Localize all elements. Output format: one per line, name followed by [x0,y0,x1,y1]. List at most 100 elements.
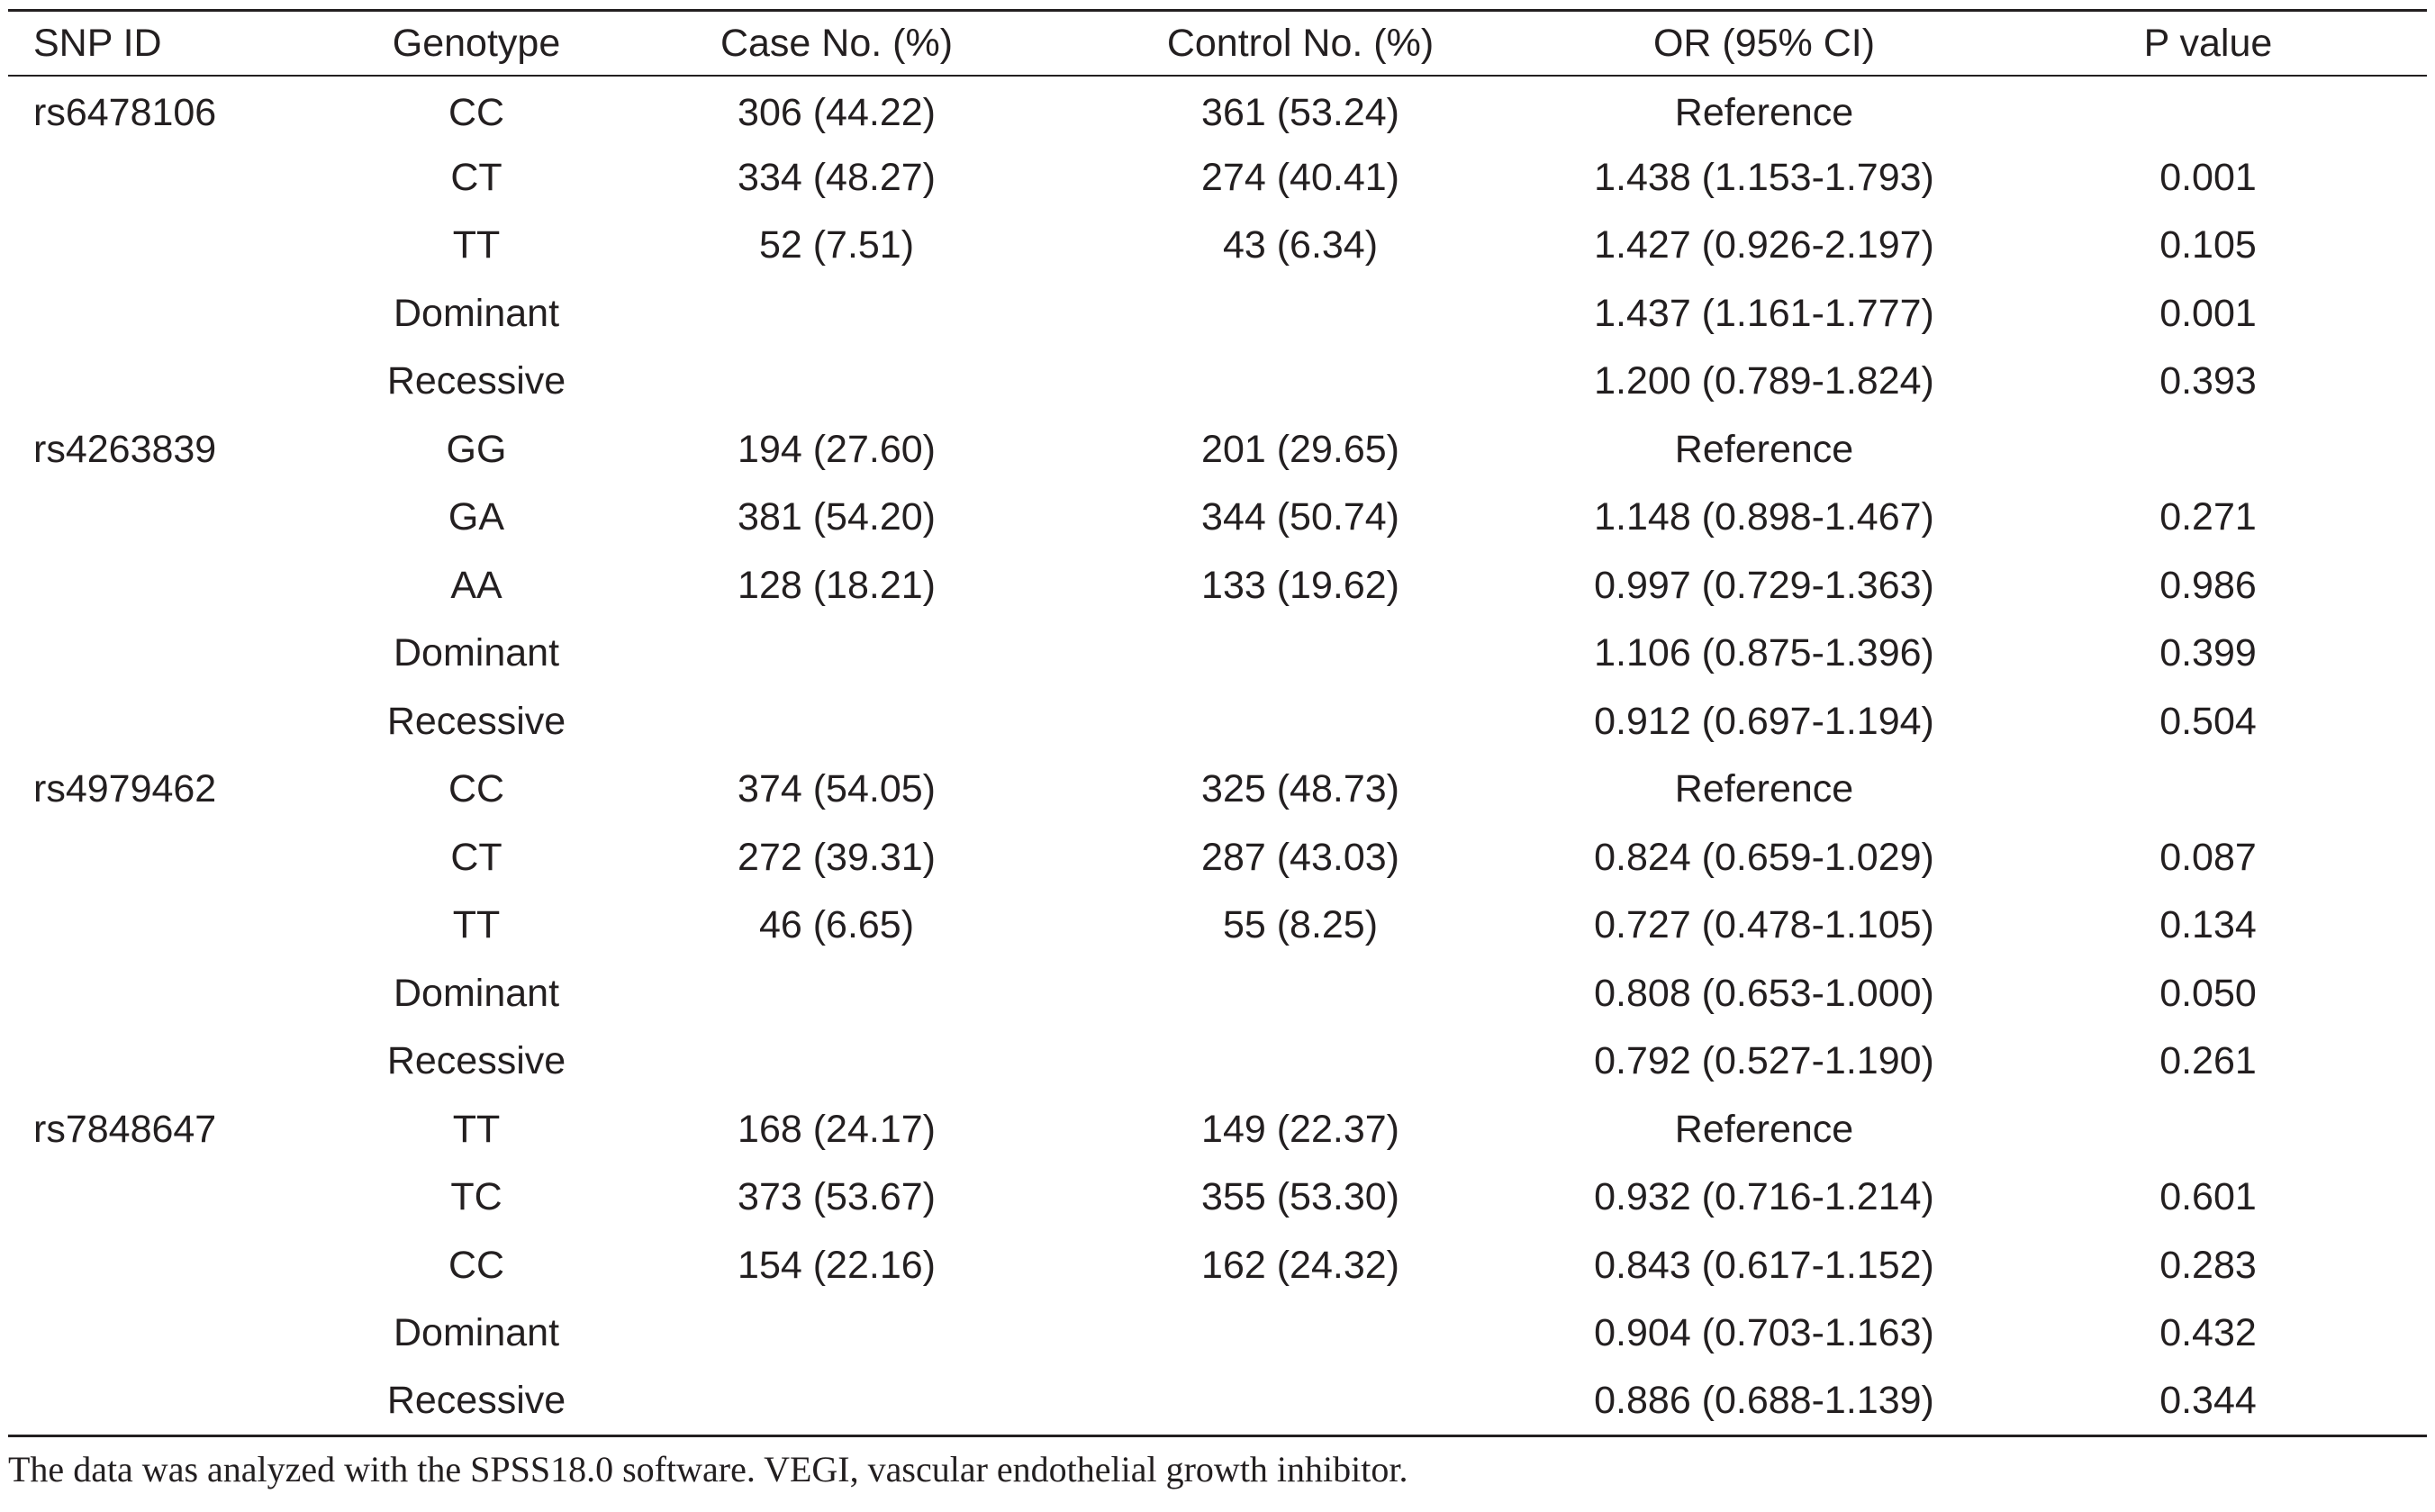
table-row: TT 52 (7.51) 43 (6.34) 1.427 (0.926-2.197) 0… [8,212,2427,280]
cell-genotype: Dominant [393,1311,560,1355]
cell-genotype: GA [448,495,505,539]
table-row: Dominant 0.808 (0.653-1.000) 0.050 [8,960,2427,1028]
cell-odds-ratio: 0.843 (0.617-1.152) [1594,1243,1934,1287]
cell-p-value [1989,76,2427,144]
cell-odds-ratio: 0.886 (0.688-1.139) [1594,1379,1934,1422]
cell-odds-ratio: 1.148 (0.898-1.467) [1594,495,1934,539]
cell-snp-id [8,1368,341,1436]
cell-control [1062,1299,1539,1368]
header-control: Control No. (%) [1166,21,1435,65]
cell-odds-ratio: Reference [1674,90,1854,134]
cell-control [1062,348,1539,416]
cell-control: 201 (29.65) [1201,427,1399,471]
cell-genotype: CC [448,90,505,134]
cell-case: 46 (6.65) [758,903,915,947]
cell-snp-id [8,280,341,349]
cell-genotype: CC [448,767,505,811]
cell-case [611,280,1062,349]
cell-odds-ratio: 0.808 (0.653-1.000) [1594,971,1934,1015]
table-row: Dominant 1.106 (0.875-1.396) 0.399 [8,620,2427,688]
cell-p-value [1989,756,2427,824]
cell-genotype: TC [450,1175,502,1219]
cell-odds-ratio: 0.997 (0.729-1.363) [1594,563,1934,607]
cell-odds-ratio: 0.932 (0.716-1.214) [1594,1175,1934,1219]
cell-control [1062,1368,1539,1436]
table-row: CC 154 (22.16) 162 (24.32) 0.843 (0.617-1.1… [8,1232,2427,1300]
table-row: GA 381 (54.20) 344 (50.74) 1.148 (0.898-1.4… [8,484,2427,552]
cell-control [1062,960,1539,1028]
cell-genotype: CC [448,1243,505,1287]
header-case: Case No. (%) [720,21,954,65]
cell-snp-id: rs4263839 [33,427,217,471]
cell-snp-id [8,552,341,620]
cell-genotype: Dominant [393,631,560,675]
cell-genotype: Recessive [386,1379,566,1422]
table-row: rs4263839 GG 194 (27.60) 201 (29.65) Referen… [8,416,2427,484]
cell-p-value: 0.271 [2159,495,2257,539]
table-row: TC 373 (53.67) 355 (53.30) 0.932 (0.716-1.2… [8,1163,2427,1232]
table-row: AA 128 (18.21) 133 (19.62) 0.997 (0.729-1.3… [8,552,2427,620]
cell-case [611,1028,1062,1096]
cell-control: 274 (40.41) [1201,155,1399,199]
cell-snp-id [8,892,341,960]
cell-p-value: 0.001 [2159,291,2257,335]
cell-control [1062,620,1539,688]
cell-genotype: CT [450,835,502,879]
cell-genotype: Dominant [393,291,560,335]
cell-p-value [1989,1096,2427,1164]
cell-genotype: Dominant [393,971,560,1015]
cell-control: 355 (53.30) [1201,1175,1399,1219]
cell-p-value: 0.399 [2159,631,2257,675]
cell-genotype: CT [450,155,502,199]
cell-p-value: 0.601 [2159,1175,2257,1219]
table-row: Recessive 0.912 (0.697-1.194) 0.504 [8,688,2427,756]
cell-case: 52 (7.51) [758,223,915,267]
cell-snp-id: rs6478106 [33,90,217,134]
header-row: SNP ID Genotype Case No. (%) Control No.… [8,10,2427,76]
cell-snp-id [8,1232,341,1300]
cell-control: 361 (53.24) [1201,90,1399,134]
cell-snp-id [8,1028,341,1096]
cell-case: 381 (54.20) [738,495,936,539]
cell-p-value: 0.283 [2159,1243,2257,1287]
cell-genotype: TT [452,1107,501,1151]
cell-control: 149 (22.37) [1201,1107,1399,1151]
cell-p-value: 0.432 [2159,1311,2257,1355]
cell-p-value: 0.105 [2159,223,2257,267]
cell-snp-id [8,484,341,552]
cell-control [1062,1028,1539,1096]
cell-p-value: 0.393 [2159,359,2257,403]
cell-case: 154 (22.16) [738,1243,936,1287]
cell-case [611,960,1062,1028]
cell-odds-ratio: 1.427 (0.926-2.197) [1594,223,1934,267]
cell-case: 373 (53.67) [738,1175,936,1219]
cell-genotype: Recessive [386,1039,566,1083]
header-odds-ratio: OR (95% CI) [1652,21,1876,65]
cell-p-value [1989,416,2427,484]
cell-snp-id [8,144,341,213]
table-row: Recessive 0.792 (0.527-1.190) 0.261 [8,1028,2427,1096]
cell-case [611,348,1062,416]
genotype-association-table-container: SNP ID Genotype Case No. (%) Control No.… [8,9,2427,1437]
table-row: Dominant 1.437 (1.161-1.777) 0.001 [8,280,2427,349]
cell-case [611,688,1062,756]
cell-odds-ratio: 0.912 (0.697-1.194) [1594,699,1934,743]
cell-odds-ratio: 0.904 (0.703-1.163) [1594,1311,1934,1355]
table-footnote: The data was analyzed with the SPSS18.0 … [8,1449,1408,1489]
cell-genotype: Recessive [386,359,566,403]
cell-control [1062,280,1539,349]
header-p-value: P value [2143,21,2273,65]
cell-snp-id [8,1163,341,1232]
cell-case [611,620,1062,688]
cell-odds-ratio: 1.106 (0.875-1.396) [1594,631,1934,675]
cell-p-value: 0.087 [2159,835,2257,879]
table-body: rs6478106 CC 306 (44.22) 361 (53.24) Referen… [8,76,2427,1435]
table-row: Dominant 0.904 (0.703-1.163) 0.432 [8,1299,2427,1368]
cell-case: 374 (54.05) [738,767,936,811]
cell-snp-id [8,348,341,416]
cell-snp-id: rs7848647 [33,1107,217,1151]
cell-snp-id [8,688,341,756]
cell-control: 43 (6.34) [1222,223,1379,267]
cell-control: 133 (19.62) [1201,563,1399,607]
cell-p-value: 0.001 [2159,155,2257,199]
